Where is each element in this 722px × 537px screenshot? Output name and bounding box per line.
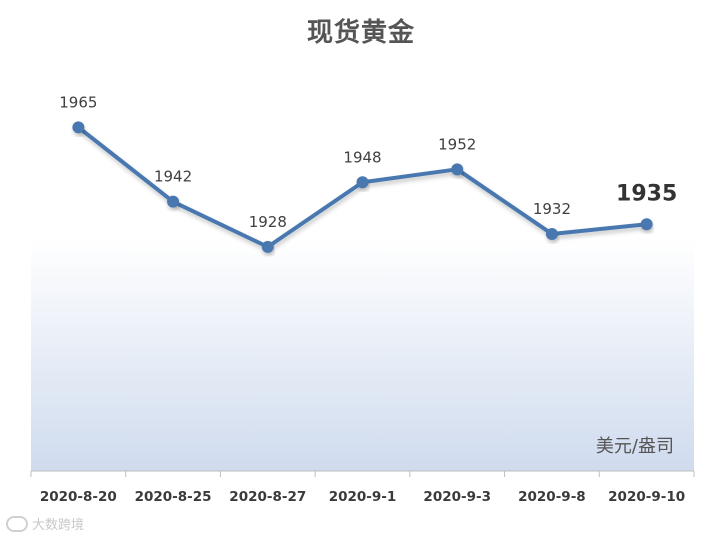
data-point xyxy=(545,227,558,240)
data-point xyxy=(261,240,274,253)
plot-background xyxy=(31,240,694,471)
watermark-text: 大数跨境 xyxy=(32,518,85,533)
x-tick-label: 2020-9-1 xyxy=(329,489,397,505)
data-label: 1942 xyxy=(154,168,192,186)
chart-title: 现货黄金 xyxy=(306,18,415,48)
x-tick-label: 2020-9-8 xyxy=(518,489,586,505)
watermark-logo-icon xyxy=(6,515,28,532)
data-label: 1952 xyxy=(438,135,476,153)
data-label: 1928 xyxy=(249,213,287,231)
x-tick-label: 2020-8-25 xyxy=(135,489,212,505)
data-point xyxy=(451,163,464,176)
x-tick-label: 2020-8-27 xyxy=(229,489,306,505)
x-tick-label: 2020-9-10 xyxy=(608,489,685,505)
data-point xyxy=(640,218,653,231)
data-label: 1932 xyxy=(533,200,571,218)
x-tick-label: 2020-9-3 xyxy=(423,489,491,505)
data-label: 1965 xyxy=(59,93,97,111)
data-point xyxy=(167,195,180,208)
data-point xyxy=(72,121,85,134)
data-label-highlight: 1935 xyxy=(616,181,677,206)
data-label: 1948 xyxy=(343,148,381,166)
watermark: 大数跨境 xyxy=(6,514,84,533)
data-point xyxy=(356,176,369,189)
x-tick-label: 2020-8-20 xyxy=(40,489,117,505)
unit-label: 美元/盎司 xyxy=(595,436,674,457)
